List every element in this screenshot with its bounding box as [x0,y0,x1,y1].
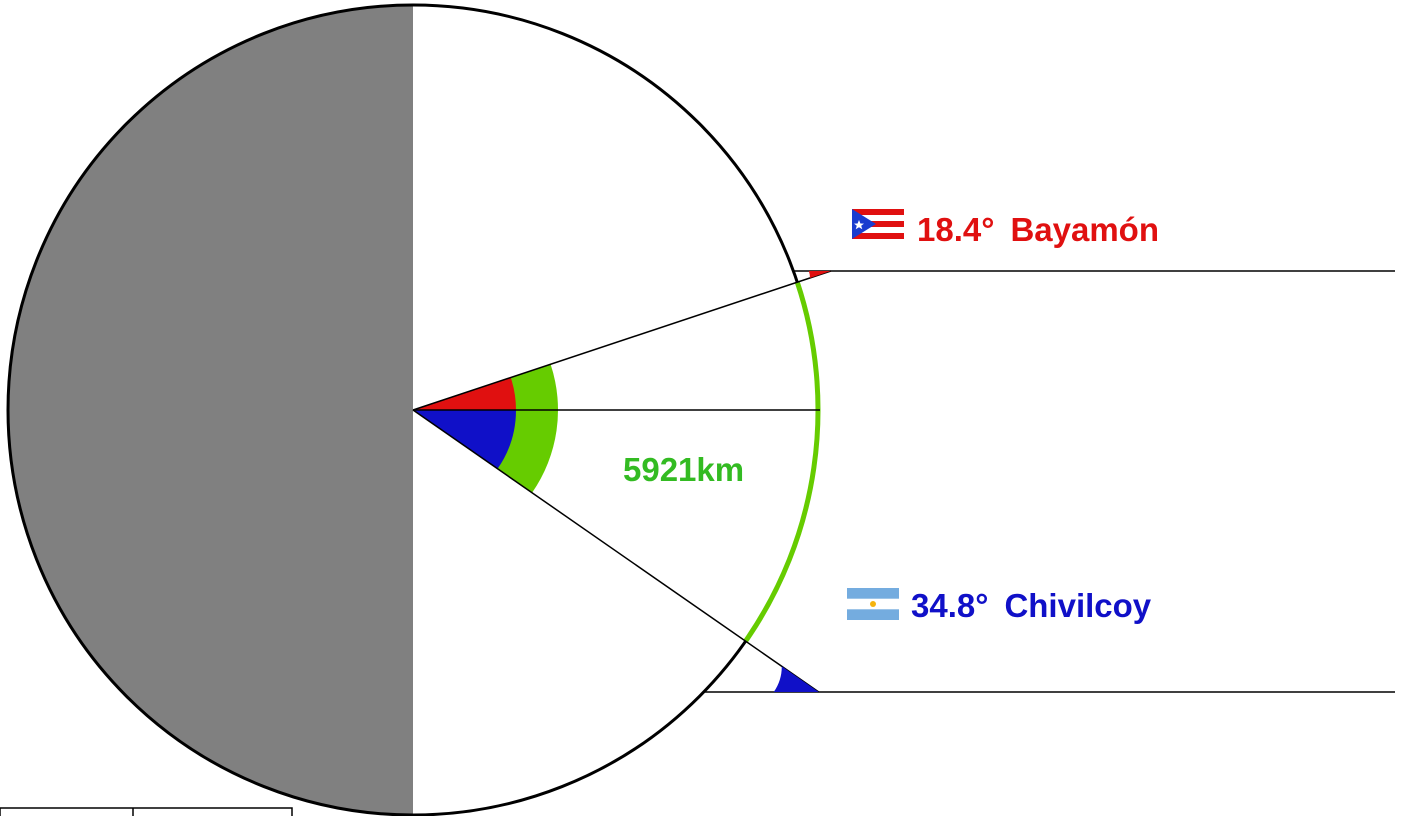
distance-arc [743,281,821,643]
bayamon-label: 18.4° Bayamón [917,211,1159,248]
puerto-rico-flag-icon [852,209,904,239]
chivilcoy-latitude-wedge [413,410,516,469]
bayamon-surface-angle-wedge [808,271,831,278]
chivilcoy-radius-line [412,409,820,693]
bayamon-latitude-text: 18.4° [917,211,994,248]
argentina-flag-icon [847,588,899,620]
chivilcoy-label: 34.8° Chivilcoy [911,587,1152,624]
chivilcoy-city-name: Chivilcoy [1004,587,1151,624]
distance-label: 5921km [623,451,744,488]
bayamon-radius-line [412,270,832,411]
night-hemisphere [8,5,413,815]
chivilcoy-latitude-text: 34.8° [911,587,988,624]
corner-table [0,807,293,816]
chivilcoy-surface-angle-wedge [773,666,819,692]
bayamon-city-name: Bayamón [1010,211,1159,248]
